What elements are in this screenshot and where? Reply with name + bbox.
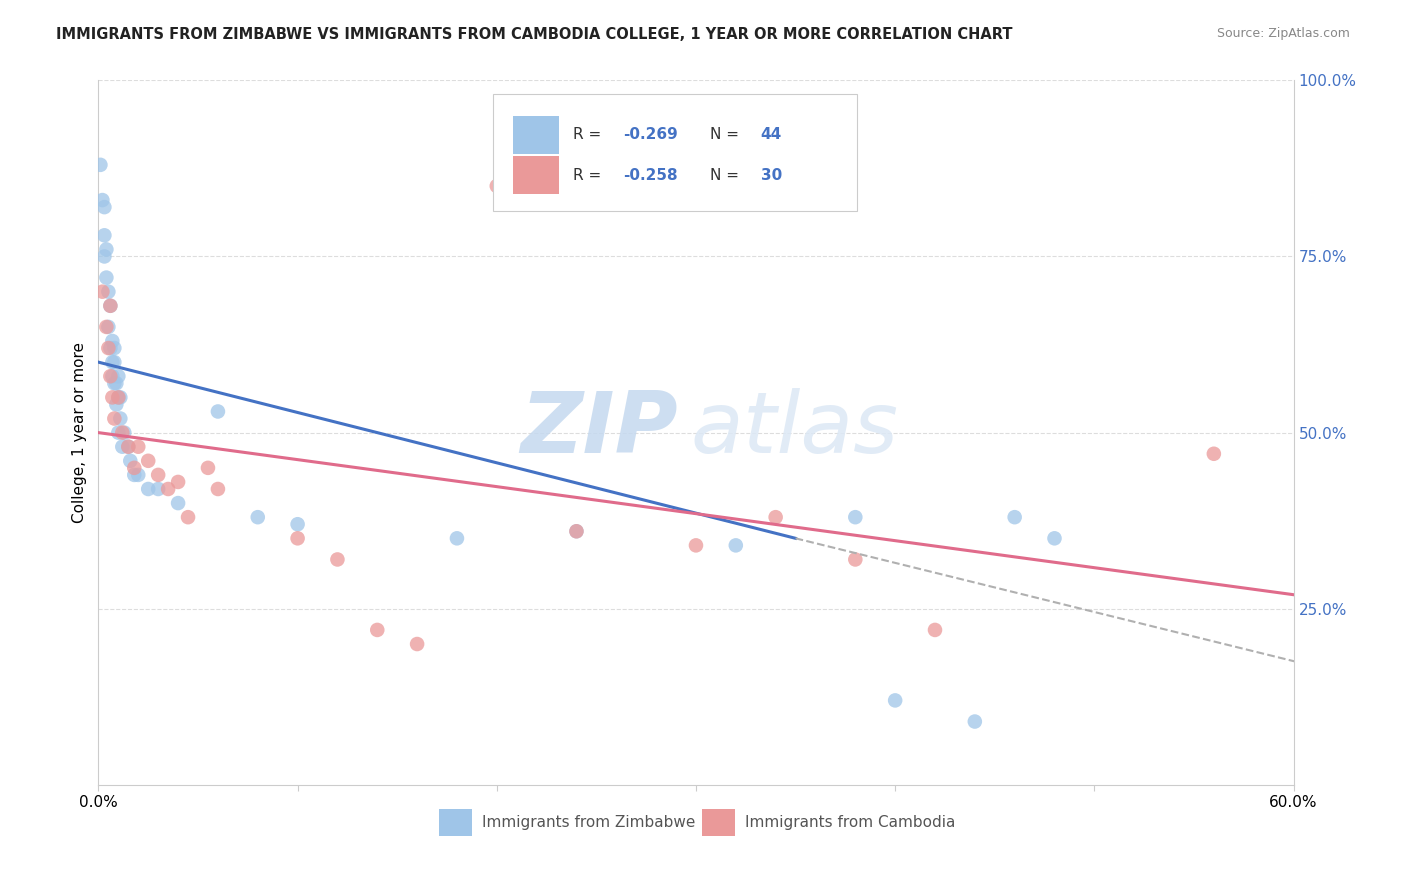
- Point: [765, 510, 787, 524]
- Point: [724, 538, 747, 552]
- Point: [246, 510, 269, 524]
- Point: [685, 538, 707, 552]
- FancyBboxPatch shape: [702, 809, 735, 836]
- Point: [136, 482, 159, 496]
- Point: [124, 467, 146, 482]
- Text: -0.269: -0.269: [623, 128, 678, 143]
- FancyBboxPatch shape: [513, 156, 558, 194]
- Text: -0.258: -0.258: [623, 168, 678, 183]
- Point: [103, 341, 125, 355]
- Point: [107, 369, 129, 384]
- Point: [101, 369, 124, 384]
- Text: atlas: atlas: [690, 388, 898, 471]
- Point: [103, 411, 125, 425]
- Point: [96, 270, 118, 285]
- Text: ZIP: ZIP: [520, 388, 678, 471]
- Point: [101, 355, 124, 369]
- Text: R =: R =: [572, 128, 606, 143]
- Point: [89, 158, 111, 172]
- Point: [884, 693, 907, 707]
- Text: R =: R =: [572, 168, 606, 183]
- Point: [91, 193, 114, 207]
- Point: [103, 355, 125, 369]
- Point: [197, 460, 219, 475]
- Point: [844, 552, 866, 566]
- Point: [287, 532, 309, 546]
- Point: [111, 425, 134, 440]
- Point: [207, 482, 229, 496]
- Point: [1043, 532, 1066, 546]
- Point: [112, 425, 135, 440]
- Point: [167, 496, 190, 510]
- Text: 30: 30: [761, 168, 782, 183]
- Point: [107, 391, 129, 405]
- Point: [844, 510, 866, 524]
- Point: [167, 475, 190, 489]
- Point: [98, 299, 122, 313]
- Point: [103, 376, 125, 391]
- Point: [963, 714, 986, 729]
- Point: [406, 637, 429, 651]
- Point: [1004, 510, 1026, 524]
- FancyBboxPatch shape: [439, 809, 472, 836]
- Point: [101, 391, 124, 405]
- Point: [98, 341, 122, 355]
- Point: [101, 334, 124, 348]
- Point: [136, 454, 159, 468]
- Point: [105, 376, 128, 391]
- Point: [97, 320, 120, 334]
- Point: [124, 460, 146, 475]
- Point: [120, 454, 142, 468]
- Point: [110, 391, 132, 405]
- Text: Immigrants from Zimbabwe: Immigrants from Zimbabwe: [482, 814, 696, 830]
- Point: [97, 341, 120, 355]
- Point: [1202, 447, 1225, 461]
- Point: [107, 425, 129, 440]
- Point: [96, 320, 118, 334]
- FancyBboxPatch shape: [494, 95, 858, 211]
- Point: [366, 623, 388, 637]
- Point: [96, 243, 118, 257]
- Point: [91, 285, 114, 299]
- Point: [107, 391, 129, 405]
- Point: [148, 482, 170, 496]
- Point: [98, 299, 122, 313]
- Point: [93, 250, 115, 264]
- Point: [105, 397, 128, 411]
- Point: [446, 532, 468, 546]
- Point: [97, 285, 120, 299]
- Text: 44: 44: [761, 128, 782, 143]
- Point: [148, 467, 170, 482]
- Point: [93, 228, 115, 243]
- Point: [127, 440, 149, 454]
- Point: [485, 178, 508, 194]
- Text: Immigrants from Cambodia: Immigrants from Cambodia: [745, 814, 955, 830]
- Point: [93, 200, 115, 214]
- Point: [207, 404, 229, 418]
- Point: [157, 482, 180, 496]
- Point: [117, 440, 139, 454]
- Point: [110, 411, 132, 425]
- Y-axis label: College, 1 year or more: College, 1 year or more: [72, 343, 87, 523]
- Point: [565, 524, 588, 539]
- Point: [127, 467, 149, 482]
- Point: [98, 369, 122, 384]
- Text: Source: ZipAtlas.com: Source: ZipAtlas.com: [1216, 27, 1350, 40]
- Point: [326, 552, 349, 566]
- Point: [565, 524, 588, 539]
- Text: N =: N =: [710, 168, 744, 183]
- FancyBboxPatch shape: [513, 116, 558, 154]
- Point: [117, 440, 139, 454]
- Text: N =: N =: [710, 128, 744, 143]
- Point: [111, 440, 134, 454]
- Point: [287, 517, 309, 532]
- Point: [177, 510, 200, 524]
- Text: IMMIGRANTS FROM ZIMBABWE VS IMMIGRANTS FROM CAMBODIA COLLEGE, 1 YEAR OR MORE COR: IMMIGRANTS FROM ZIMBABWE VS IMMIGRANTS F…: [56, 27, 1012, 42]
- Point: [924, 623, 946, 637]
